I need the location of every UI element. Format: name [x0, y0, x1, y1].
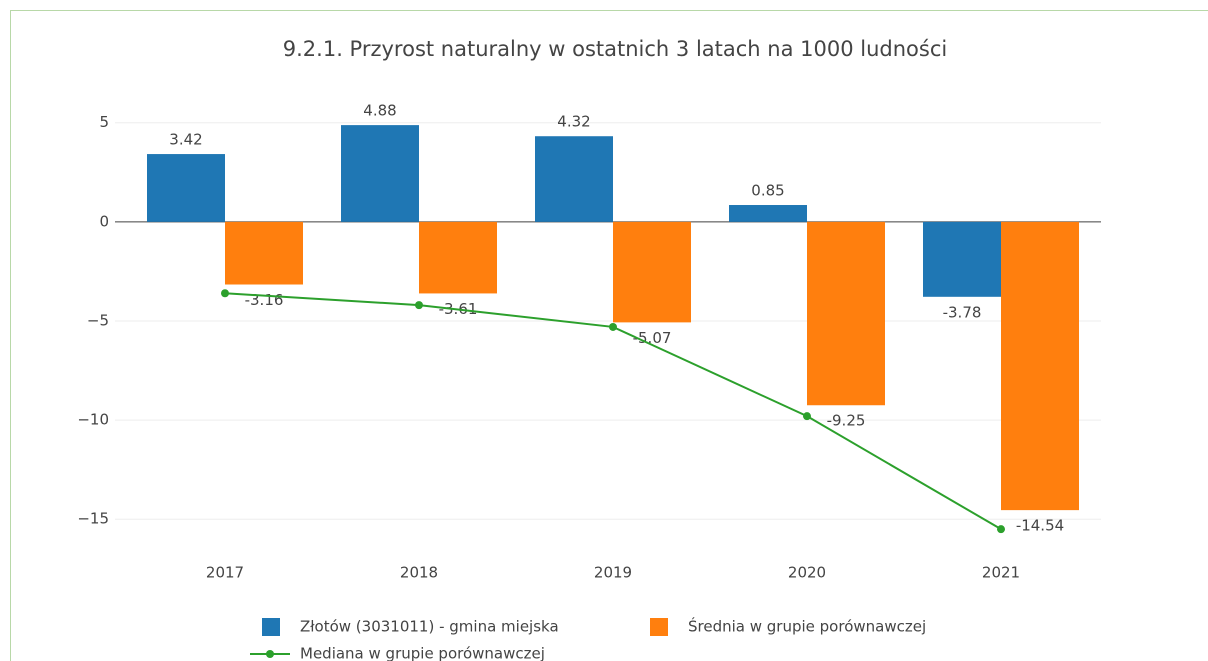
data-label: 4.32 [557, 113, 590, 131]
bar [535, 136, 613, 222]
data-label: 4.88 [363, 102, 396, 120]
point [415, 301, 423, 310]
point [803, 412, 811, 421]
bar [341, 125, 419, 222]
bar [729, 205, 807, 222]
x-tick-label: 2021 [982, 564, 1020, 582]
frame [10, 10, 1208, 661]
point [997, 525, 1005, 534]
legend-swatch [650, 618, 668, 636]
bar [613, 221, 691, 323]
point [609, 322, 617, 331]
data-label: -5.07 [633, 329, 672, 347]
data-label: -3.78 [943, 303, 982, 321]
legend-label: Mediana w grupie porównawczej [300, 645, 545, 661]
x-tick-label: 2018 [400, 564, 438, 582]
y-tick-label: −5 [87, 311, 109, 329]
y-tick-label: −10 [77, 411, 109, 429]
legend-swatch [262, 618, 280, 636]
legend-marker [266, 650, 274, 658]
y-tick-label: 5 [99, 113, 109, 131]
y-tick-label: 0 [99, 212, 109, 230]
data-label: 0.85 [751, 182, 784, 200]
x-tick-label: 2020 [788, 564, 826, 582]
bar [807, 221, 885, 406]
data-label: -9.25 [827, 412, 866, 430]
data-label: -3.16 [245, 291, 284, 309]
bar [225, 221, 303, 285]
bar [1001, 221, 1079, 511]
y-tick-label: −15 [77, 510, 109, 528]
bar [147, 154, 225, 222]
point [221, 289, 229, 298]
bar [923, 221, 1001, 297]
legend-label: Średnia w grupie porównawczej [688, 617, 926, 636]
bar [419, 221, 497, 294]
data-label: -14.54 [1016, 517, 1064, 535]
x-tick-label: 2019 [594, 564, 632, 582]
x-tick-label: 2017 [206, 564, 244, 582]
legend-label: Złotów (3031011) - gmina miejska [300, 618, 559, 636]
data-label: 3.42 [169, 131, 202, 149]
chart-title: 9.2.1. Przyrost naturalny w ostatnich 3 … [283, 37, 947, 61]
